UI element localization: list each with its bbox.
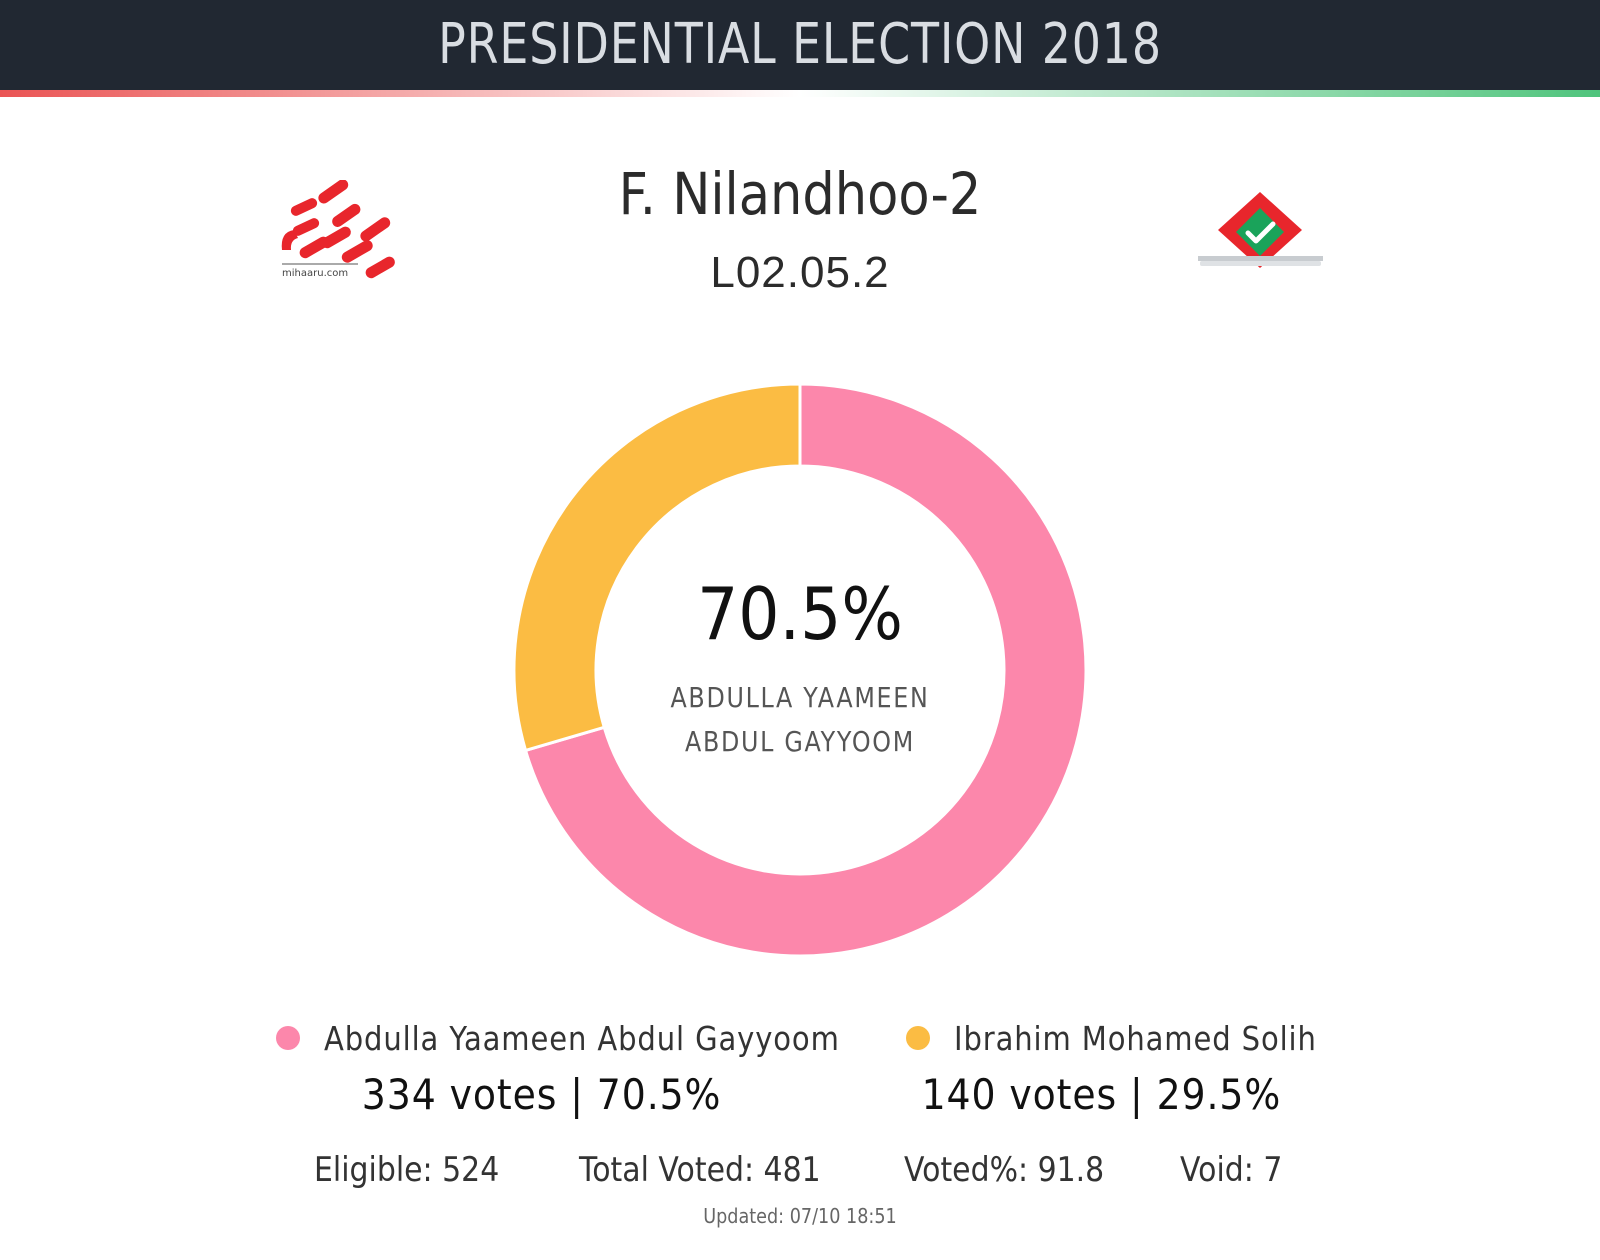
leading-name-line2: ABDUL GAYYOOM <box>685 725 915 758</box>
legend-name-solih: Ibrahim Mohamed Solih <box>954 1018 1317 1058</box>
mihaaru-logo-icon: mihaaru.com <box>281 180 395 279</box>
page-title: PRESIDENTIAL ELECTION 2018 <box>438 12 1162 77</box>
constituency-name: F. Nilandhoo-2 <box>618 160 982 228</box>
header-bar: PRESIDENTIAL ELECTION 2018 <box>0 0 1600 90</box>
header-gradient-strip <box>0 90 1600 97</box>
legend-votes-solih: 140 votes | 29.5% <box>921 1070 1282 1119</box>
stat-void: Void: 7 <box>1180 1150 1283 1190</box>
legend-name-yaameen: Abdulla Yaameen Abdul Gayyoom <box>324 1018 840 1058</box>
leading-percent: 70.5% <box>697 572 903 656</box>
legend-votes-yaameen: 334 votes | 70.5% <box>361 1070 722 1119</box>
donut-slice-solih <box>512 382 802 753</box>
stat-total-voted: Total Voted: 481 <box>579 1150 821 1190</box>
legend-item-yaameen: Abdulla Yaameen Abdul Gayyoom 334 votes … <box>270 1016 839 1119</box>
leading-name-line1: ABDULLA YAAMEEN <box>670 681 930 714</box>
legend-item-solih: Ibrahim Mohamed Solih 140 votes | 29.5% <box>900 1016 1340 1119</box>
stat-voted-percent: Voted%: 91.8 <box>904 1150 1105 1190</box>
leading-candidate-name: ABDULLA YAAMEEN ABDUL GAYYOOM <box>630 676 970 764</box>
donut-slice-yaameen <box>523 382 1088 958</box>
mihaaru-logo-text: mihaaru.com <box>282 268 348 279</box>
stat-eligible: Eligible: 524 <box>314 1150 500 1190</box>
donut-chart <box>512 382 1088 958</box>
ballot-box-check-icon <box>1198 192 1323 268</box>
ballot-box-code: L02.05.2 <box>710 248 890 297</box>
legend-dot-yaameen <box>276 1026 300 1050</box>
legend-dot-solih <box>906 1026 930 1050</box>
updated-timestamp: Updated: 07/10 18:51 <box>703 1204 897 1228</box>
